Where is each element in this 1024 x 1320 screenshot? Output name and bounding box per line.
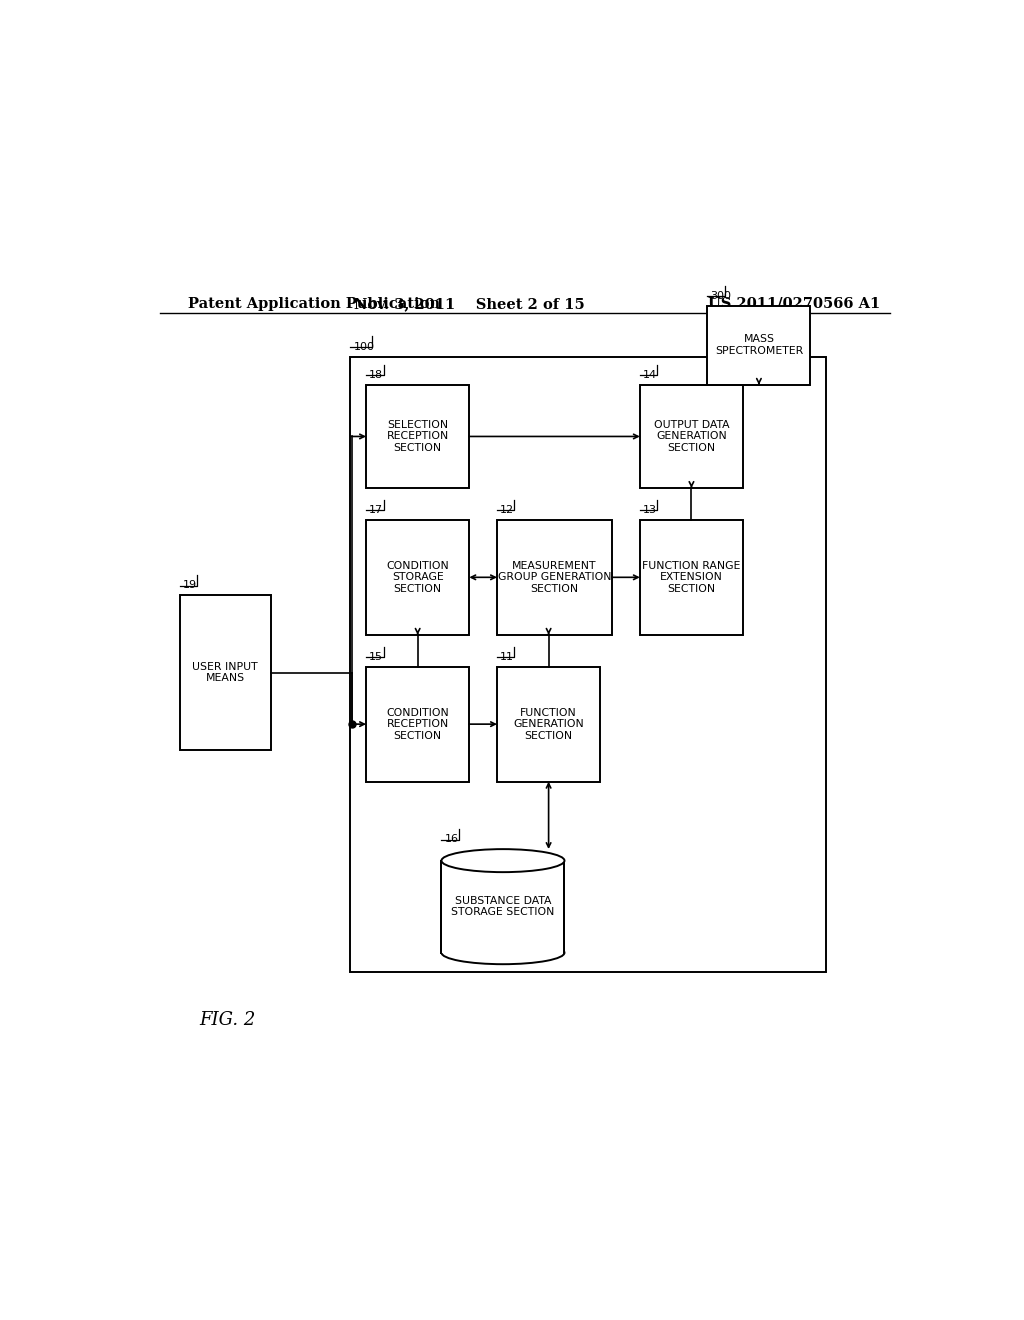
Ellipse shape — [441, 941, 564, 964]
Bar — [441, 861, 564, 953]
Text: CONDITION
RECEPTION
SECTION: CONDITION RECEPTION SECTION — [386, 708, 450, 741]
Text: 100: 100 — [353, 342, 375, 351]
Text: 15: 15 — [370, 652, 383, 661]
Bar — [367, 385, 469, 488]
Bar — [497, 667, 600, 781]
Bar — [708, 305, 811, 385]
Text: 16: 16 — [444, 834, 459, 845]
Text: 14: 14 — [643, 370, 657, 380]
Text: 11: 11 — [500, 652, 514, 661]
Text: FIG. 2: FIG. 2 — [200, 1011, 256, 1028]
Text: SELECTION
RECEPTION
SECTION: SELECTION RECEPTION SECTION — [386, 420, 449, 453]
Text: MASS
SPECTROMETER: MASS SPECTROMETER — [715, 334, 803, 356]
Bar — [350, 358, 826, 972]
Text: Patent Application Publication: Patent Application Publication — [187, 297, 439, 312]
Text: FUNCTION
GENERATION
SECTION: FUNCTION GENERATION SECTION — [513, 708, 584, 741]
Text: 18: 18 — [370, 370, 383, 380]
Text: CONDITION
STORAGE
SECTION: CONDITION STORAGE SECTION — [386, 561, 450, 594]
Text: USER INPUT
MEANS: USER INPUT MEANS — [193, 661, 258, 684]
Text: SUBSTANCE DATA
STORAGE SECTION: SUBSTANCE DATA STORAGE SECTION — [452, 896, 555, 917]
Text: 17: 17 — [370, 506, 383, 515]
Text: 300: 300 — [711, 290, 731, 301]
Text: 12: 12 — [500, 506, 514, 515]
Text: Nov. 3, 2011    Sheet 2 of 15: Nov. 3, 2011 Sheet 2 of 15 — [354, 297, 585, 312]
Text: 13: 13 — [643, 506, 657, 515]
Text: OUTPUT DATA
GENERATION
SECTION: OUTPUT DATA GENERATION SECTION — [653, 420, 729, 453]
Bar — [640, 520, 743, 635]
Bar — [497, 520, 612, 635]
Bar — [442, 940, 563, 953]
Bar — [640, 385, 743, 488]
Bar — [179, 595, 270, 750]
Text: US 2011/0270566 A1: US 2011/0270566 A1 — [709, 297, 881, 312]
Text: MEASUREMENT
GROUP GENERATION
SECTION: MEASUREMENT GROUP GENERATION SECTION — [498, 561, 611, 594]
Bar — [367, 667, 469, 781]
Text: 19: 19 — [182, 581, 197, 590]
Text: FUNCTION RANGE
EXTENSION
SECTION: FUNCTION RANGE EXTENSION SECTION — [642, 561, 740, 594]
Bar — [367, 520, 469, 635]
Ellipse shape — [441, 849, 564, 873]
